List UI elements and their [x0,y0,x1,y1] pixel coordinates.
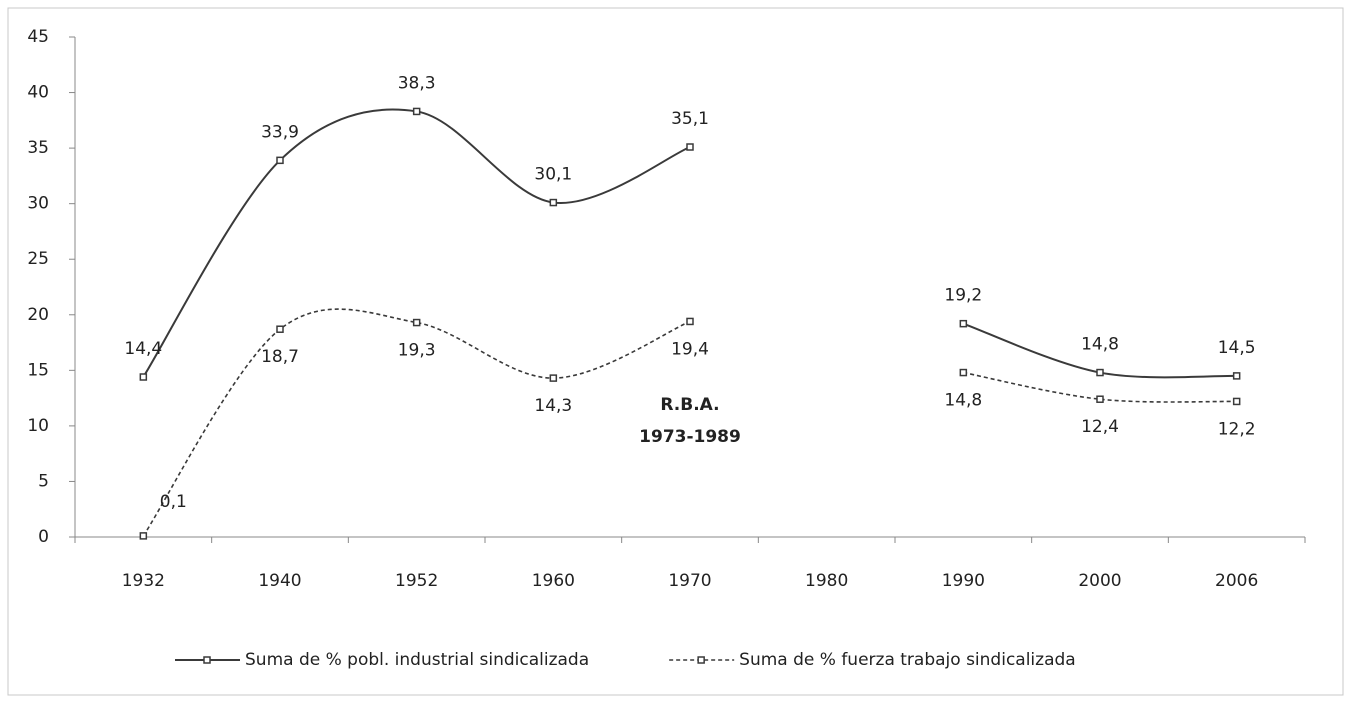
point-marker [412,318,421,327]
data-label: 12,2 [1218,419,1256,439]
data-label: 30,1 [534,165,572,185]
data-label: 14,4 [124,339,162,359]
x-tick-label: 1940 [258,571,301,591]
data-label: 18,7 [261,347,299,367]
x-tick-label: 2000 [1078,571,1121,591]
point-marker [276,156,284,165]
data-label: 33,9 [261,122,299,142]
point-marker [139,532,148,540]
data-label: 14,5 [1218,338,1256,358]
point-marker [276,325,284,333]
y-tick-label: 45 [27,27,49,47]
y-tick-label: 35 [27,138,49,158]
y-tick-label: 10 [27,416,49,436]
legend-marker [203,656,211,664]
point-marker [959,319,968,328]
point-marker [686,143,694,151]
point-marker [686,317,694,326]
x-tick-label: 1990 [942,571,985,591]
y-tick-label: 15 [27,360,49,380]
data-label: 12,4 [1081,417,1119,437]
point-marker [959,368,968,377]
legend-label: Suma de % fuerza trabajo sindicalizada [739,650,1076,670]
annotation: R.B.A. [660,395,719,415]
x-tick-label: 2006 [1215,571,1258,591]
x-tick-label: 1932 [122,571,165,591]
data-label: 14,8 [944,391,982,411]
point-marker [412,107,421,116]
data-label: 38,3 [398,73,436,93]
point-marker [549,374,558,382]
x-tick-label: 1970 [668,571,711,591]
point-marker [1096,395,1104,403]
y-tick-label: 25 [27,249,49,269]
x-tick-label: 1952 [395,571,438,591]
data-label: 19,2 [944,286,982,306]
data-label: 19,4 [671,339,709,359]
annotation: 1973-1989 [639,427,741,447]
y-tick-label: 0 [38,527,49,547]
y-tick-label: 5 [38,471,49,491]
data-label: 19,3 [398,341,436,361]
point-marker [1232,397,1241,406]
point-marker [1232,372,1241,380]
y-tick-label: 30 [27,194,49,214]
y-tick-label: 40 [27,83,49,103]
x-tick-label: 1980 [805,571,848,591]
data-label: 35,1 [671,109,709,129]
data-label: 14,8 [1081,335,1119,355]
data-label: 14,3 [534,396,572,416]
chart-frame [7,7,1344,696]
point-marker [139,373,148,381]
series-line [142,308,1237,537]
legend-marker [697,656,705,664]
y-tick-label: 20 [27,305,49,325]
point-marker [549,198,558,207]
x-tick-label: 1960 [532,571,575,591]
data-label: 0,1 [160,492,187,512]
point-marker [1096,368,1104,377]
legend-label: Suma de % pobl. industrial sindicalizada [245,650,589,670]
